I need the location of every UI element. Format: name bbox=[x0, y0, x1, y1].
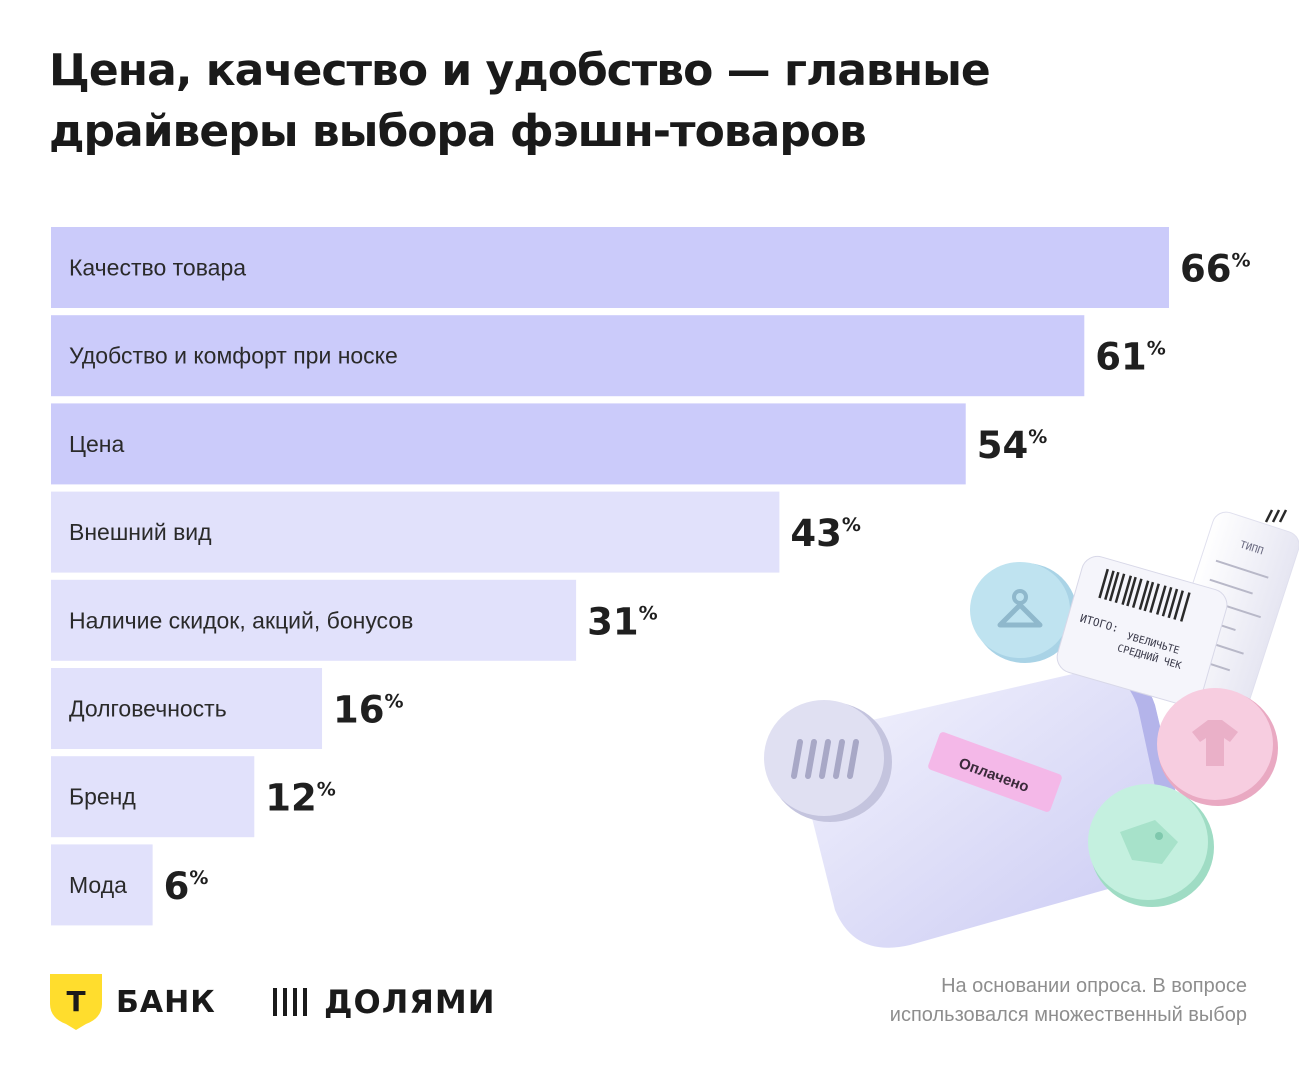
bar bbox=[51, 668, 323, 749]
bar-label: Внешний вид bbox=[69, 519, 212, 545]
bar-chart: Качество товара 66%Удобство и комфорт при… bbox=[51, 227, 1251, 926]
value-unit: % bbox=[1147, 338, 1166, 360]
coin-tag bbox=[1088, 784, 1214, 907]
tbank-wordmark: БАНК bbox=[116, 984, 216, 1020]
value-unit: % bbox=[189, 867, 208, 889]
bar bbox=[51, 403, 966, 485]
value-number: 43 bbox=[790, 512, 842, 555]
value-number: 66 bbox=[1180, 248, 1232, 291]
value-unit: % bbox=[317, 779, 336, 801]
value-label: 31% bbox=[587, 600, 658, 643]
bar bbox=[51, 579, 577, 661]
bar-group: Качество товара 66% bbox=[51, 227, 1251, 308]
bar-group: Удобство и комфорт при носке 61% bbox=[51, 315, 1166, 397]
bar-group: Мода 6% bbox=[51, 844, 209, 926]
bar bbox=[51, 227, 1169, 308]
value-label: 61% bbox=[1095, 336, 1166, 379]
footnote-line-2: использовался множественный выбор bbox=[889, 1004, 1247, 1026]
payment-illustration: ТИПП Оплачено bbox=[760, 480, 1299, 950]
chart-title: Цена, качество и удобство — главные драй… bbox=[49, 40, 991, 162]
tbank-letter: Т bbox=[66, 985, 85, 1018]
bar-group: Наличие скидок, акций, бонусов 31% bbox=[51, 579, 658, 661]
value-number: 31 bbox=[587, 600, 639, 643]
value-unit: % bbox=[1232, 250, 1251, 272]
title-line-1: Цена, качество и удобство — главные bbox=[49, 45, 991, 96]
bar-label: Наличие скидок, акций, бонусов bbox=[69, 607, 413, 633]
payment-terminal: Оплачено bbox=[804, 668, 1182, 948]
receipt-corner bbox=[1264, 509, 1288, 523]
paid-badge bbox=[928, 732, 1062, 812]
bar bbox=[51, 491, 780, 573]
bar bbox=[51, 756, 255, 838]
footnote-line-1: На основании опроса. В вопросе bbox=[941, 975, 1247, 997]
coin-shirt bbox=[1157, 688, 1278, 806]
bar-label: Мода bbox=[69, 872, 127, 898]
footnote: На основании опроса. В вопросе использов… bbox=[847, 972, 1247, 1030]
value-unit: % bbox=[385, 691, 404, 713]
bar-group: Долговечность 16% bbox=[51, 668, 404, 749]
coin-dolyami bbox=[764, 700, 892, 822]
tbank-shield-icon: Т bbox=[50, 974, 102, 1030]
bar-label: Долговечность bbox=[69, 696, 227, 722]
value-label: 12% bbox=[265, 777, 336, 820]
value-label: 16% bbox=[333, 689, 404, 732]
value-unit: % bbox=[1028, 426, 1047, 448]
coin-hanger bbox=[970, 562, 1077, 663]
value-number: 54 bbox=[977, 424, 1029, 467]
bar-label: Удобство и комфорт при носке bbox=[69, 343, 398, 369]
bar bbox=[51, 315, 1085, 397]
dolyami-bars-icon bbox=[273, 988, 307, 1016]
bar bbox=[51, 844, 153, 926]
value-number: 12 bbox=[265, 777, 317, 820]
bar-group: Бренд 12% bbox=[51, 756, 336, 838]
title-line-2: драйверы выбора фэшн-товаров bbox=[49, 106, 867, 157]
bar-label: Цена bbox=[69, 431, 125, 457]
bar-label: Качество товара bbox=[69, 255, 246, 281]
value-label: 66% bbox=[1180, 248, 1251, 291]
bar-label: Бренд bbox=[69, 784, 136, 810]
value-unit: % bbox=[842, 514, 861, 536]
value-label: 43% bbox=[790, 512, 861, 555]
value-number: 61 bbox=[1095, 336, 1147, 379]
bar-group: Внешний вид 43% bbox=[51, 491, 861, 573]
value-label: 6% bbox=[164, 865, 209, 908]
tbank-logo: Т БАНК bbox=[50, 974, 216, 1030]
dolyami-logo: ДОЛЯМИ bbox=[272, 980, 496, 1024]
receipt-printed: ИТОГО: УВЕЛИЧЬТЕ СРЕДНИЙ ЧЕК bbox=[1056, 555, 1228, 707]
value-label: 54% bbox=[977, 424, 1048, 467]
value-number: 16 bbox=[333, 689, 385, 732]
bar-group: Цена 54% bbox=[51, 403, 1048, 485]
dolyami-wordmark: ДОЛЯМИ bbox=[324, 983, 496, 1021]
value-unit: % bbox=[639, 602, 658, 624]
value-number: 6 bbox=[164, 865, 190, 908]
